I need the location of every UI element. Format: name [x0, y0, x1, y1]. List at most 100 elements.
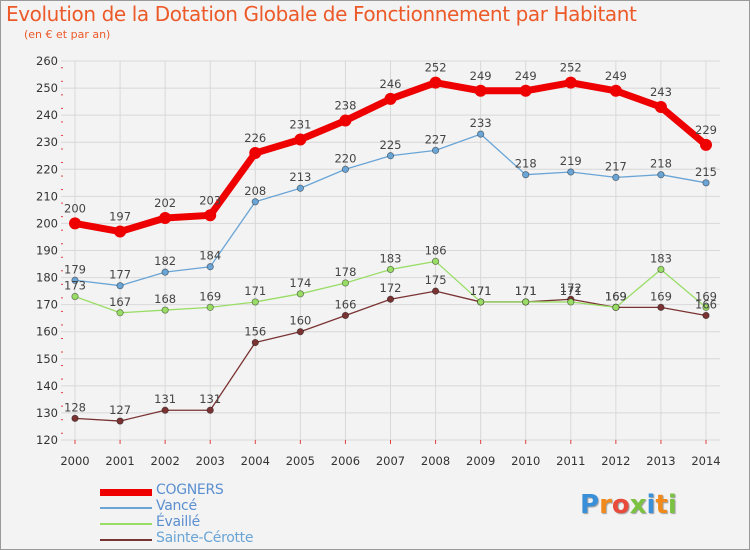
- data-point: [657, 171, 665, 179]
- data-point: [341, 165, 350, 173]
- data-label: 173: [64, 279, 86, 293]
- data-label: 218: [650, 157, 672, 171]
- data-label: 177: [109, 268, 131, 282]
- data-point: [206, 263, 214, 271]
- data-point: [564, 76, 577, 89]
- y-tick-label: 220: [36, 162, 58, 176]
- data-label: 183: [380, 251, 402, 265]
- data-label: 197: [109, 210, 131, 224]
- data-point: [71, 292, 79, 301]
- legend-label: Vancé: [156, 498, 197, 514]
- data-label: 166: [334, 297, 356, 311]
- data-label: 238: [334, 99, 356, 113]
- data-label: 252: [425, 61, 447, 75]
- data-point: [567, 168, 575, 176]
- y-tick-label: 260: [36, 54, 58, 68]
- data-label: 231: [289, 118, 311, 132]
- data-point: [702, 303, 710, 311]
- data-point: [386, 295, 395, 303]
- data-label: 186: [425, 243, 447, 257]
- legend-label: Sainte-Cérotte: [156, 530, 254, 546]
- x-tick-label: 2005: [286, 454, 315, 468]
- data-label: 169: [605, 289, 627, 303]
- logo-letter: o: [611, 490, 630, 520]
- y-tick-label: 190: [36, 244, 58, 258]
- data-label: 131: [199, 392, 221, 406]
- data-point: [609, 84, 622, 97]
- data-point: [249, 147, 262, 160]
- data-point: [71, 414, 79, 422]
- data-point: [702, 179, 710, 187]
- data-point: [431, 257, 440, 265]
- data-label: 128: [64, 400, 86, 414]
- data-point: [700, 138, 712, 151]
- data-point: [161, 268, 169, 276]
- x-tick-label: 2012: [601, 454, 630, 468]
- data-point: [429, 76, 442, 89]
- data-label: 171: [470, 284, 492, 298]
- chart-subtitle: (en € et par an): [24, 28, 111, 41]
- data-point: [522, 171, 530, 179]
- data-point: [341, 279, 350, 287]
- legend-swatch: [100, 507, 152, 509]
- data-label: 169: [199, 289, 221, 303]
- data-label: 226: [244, 131, 266, 145]
- proxiti-logo: Proxiti: [580, 490, 677, 520]
- x-tick-label: 2003: [196, 454, 225, 468]
- logo-letter: x: [629, 490, 647, 520]
- logo-letter: r: [599, 490, 612, 520]
- data-label: 229: [695, 123, 717, 137]
- data-label: 168: [154, 292, 176, 306]
- data-label: 252: [560, 61, 582, 75]
- data-point: [567, 298, 575, 306]
- data-point: [251, 198, 259, 206]
- legend-label: Évaillé: [156, 514, 200, 530]
- x-tick-label: 2008: [421, 454, 450, 468]
- series-group: [69, 76, 712, 425]
- data-point: [522, 298, 530, 306]
- data-label: 200: [64, 201, 86, 215]
- y-tick-label: 250: [36, 81, 58, 95]
- x-tick-label: 2011: [556, 454, 585, 468]
- data-label: 249: [605, 69, 627, 83]
- data-point: [474, 84, 487, 97]
- x-tick-label: 2009: [466, 454, 495, 468]
- data-label: 171: [244, 284, 266, 298]
- chart-title: Evolution de la Dotation Globale de Fonc…: [6, 2, 637, 26]
- data-point: [519, 84, 532, 97]
- data-point: [431, 146, 440, 154]
- data-point: [294, 133, 307, 146]
- x-tick-label: 2002: [151, 454, 180, 468]
- data-point: [386, 152, 395, 160]
- data-point: [654, 101, 667, 114]
- data-label: 202: [154, 196, 176, 210]
- data-point: [341, 311, 350, 320]
- data-labels: 200 197 202 203 226 231 238 246 252 249 249 252 249 2…: [64, 61, 717, 417]
- data-label: 217: [605, 159, 627, 173]
- data-label: 246: [380, 77, 402, 91]
- data-label: 219: [560, 154, 582, 168]
- legend-swatch: [100, 523, 152, 525]
- data-point: [161, 406, 169, 414]
- data-point: [206, 406, 214, 414]
- data-point: [116, 282, 124, 290]
- data-label: 127: [109, 403, 131, 417]
- data-label: 184: [199, 249, 221, 263]
- data-label: 169: [695, 289, 717, 303]
- data-point: [251, 338, 259, 347]
- data-label: 169: [650, 289, 672, 303]
- data-label: 131: [154, 392, 176, 406]
- data-label: 220: [334, 151, 356, 165]
- data-label: 249: [470, 69, 492, 83]
- data-label: 243: [650, 85, 672, 99]
- data-label: 172: [560, 281, 582, 295]
- data-point: [69, 217, 81, 230]
- data-label: 172: [380, 281, 402, 295]
- legend-item: Vancé: [100, 498, 300, 516]
- legend-swatch: [100, 539, 152, 541]
- y-tick-label: 140: [36, 379, 58, 393]
- data-point: [296, 290, 304, 298]
- data-point: [161, 306, 169, 314]
- x-tick-label: 2001: [105, 454, 134, 468]
